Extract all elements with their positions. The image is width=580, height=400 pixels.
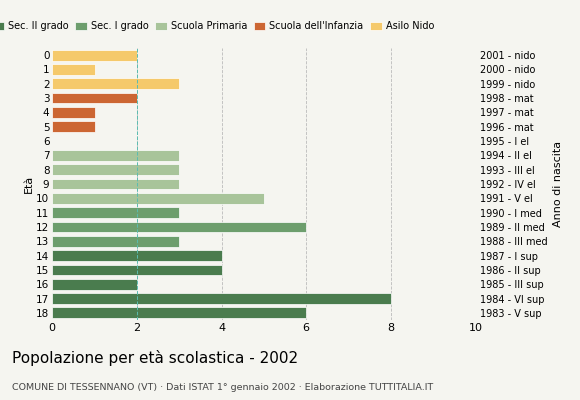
Bar <box>52 250 222 261</box>
Bar <box>52 179 179 189</box>
Bar <box>52 236 179 247</box>
Bar <box>52 308 306 318</box>
Bar <box>52 50 137 60</box>
Bar <box>52 264 222 275</box>
Bar <box>52 279 137 290</box>
Bar <box>52 222 306 232</box>
Text: COMUNE DI TESSENNANO (VT) · Dati ISTAT 1° gennaio 2002 · Elaborazione TUTTITALIA: COMUNE DI TESSENNANO (VT) · Dati ISTAT 1… <box>12 383 433 392</box>
Bar <box>52 93 137 104</box>
Legend: Sec. II grado, Sec. I grado, Scuola Primaria, Scuola dell'Infanzia, Asilo Nido: Sec. II grado, Sec. I grado, Scuola Prim… <box>0 18 438 35</box>
Bar <box>52 107 95 118</box>
Bar <box>52 293 391 304</box>
Bar <box>52 78 179 89</box>
Bar <box>52 207 179 218</box>
Text: Popolazione per età scolastica - 2002: Popolazione per età scolastica - 2002 <box>12 350 298 366</box>
Bar <box>52 121 95 132</box>
Bar <box>52 164 179 175</box>
Bar <box>52 193 264 204</box>
Y-axis label: Età: Età <box>23 175 34 193</box>
Bar <box>52 150 179 161</box>
Y-axis label: Anno di nascita: Anno di nascita <box>553 141 563 227</box>
Bar <box>52 64 95 75</box>
